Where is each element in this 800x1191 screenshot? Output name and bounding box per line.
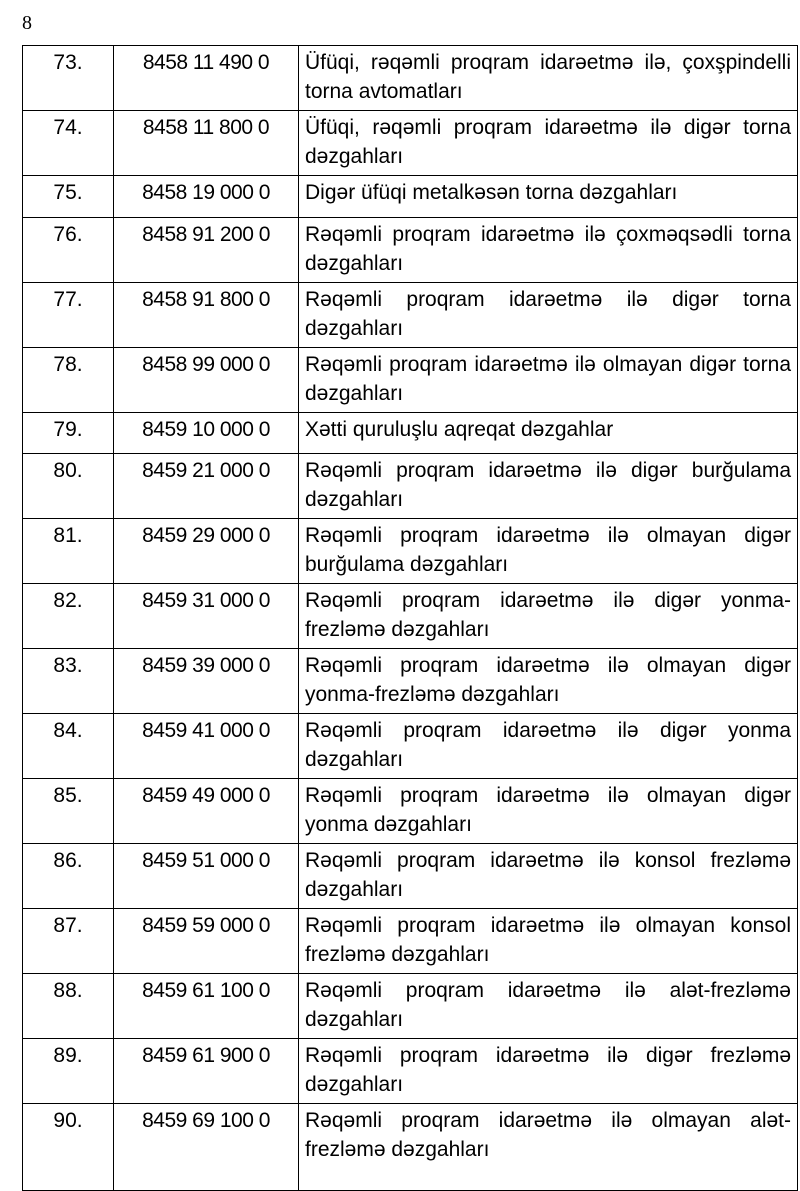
table-row: 80. 8459 21 000 0 Rəqəmli proqram idarəetm… (22, 453, 798, 519)
hs-code: 8459 51 000 0 (113, 843, 299, 909)
table-row: 85. 8459 49 000 0 Rəqəmli proqram idarəetm… (22, 778, 798, 844)
hs-code: 8458 99 000 0 (113, 347, 299, 413)
description: Rəqəmli proqram idarəetmə ilə digər frez… (298, 1038, 798, 1104)
hs-code: 8459 21 000 0 (113, 453, 299, 519)
row-number: 78. (22, 347, 114, 413)
row-number: 76. (22, 217, 114, 283)
table-row: 74. 8458 11 800 0 Üfüqi, rəqəmli proqram i… (22, 110, 798, 176)
hs-code: 8458 91 800 0 (113, 282, 299, 348)
hs-code: 8458 19 000 0 (113, 175, 299, 218)
hs-code: 8459 69 100 0 (113, 1103, 299, 1191)
table-row: 86. 8459 51 000 0 Rəqəmli proqram idarəetm… (22, 843, 798, 909)
table-row: 82. 8459 31 000 0 Rəqəmli proqram idarəetm… (22, 583, 798, 649)
hs-code: 8459 31 000 0 (113, 583, 299, 649)
description: Rəqəmli proqram idarəetmə ilə digər yonm… (298, 713, 798, 779)
table-row: 81. 8459 29 000 0 Rəqəmli proqram idarəetm… (22, 518, 798, 584)
hs-code: 8459 61 100 0 (113, 973, 299, 1039)
description: Rəqəmli proqram idarəetmə ilə digər yonm… (298, 583, 798, 649)
description: Rəqəmli proqram idarəetmə ilə olmayan di… (298, 778, 798, 844)
row-number: 88. (22, 973, 114, 1039)
table-row: 87. 8459 59 000 0 Rəqəmli proqram idarəetm… (22, 908, 798, 974)
row-number: 90. (22, 1103, 114, 1191)
hs-code: 8459 49 000 0 (113, 778, 299, 844)
row-number: 81. (22, 518, 114, 584)
row-number: 80. (22, 453, 114, 519)
hs-code: 8459 10 000 0 (113, 412, 299, 454)
row-number: 86. (22, 843, 114, 909)
hs-code: 8459 59 000 0 (113, 908, 299, 974)
row-number: 84. (22, 713, 114, 779)
page-number: 8 (22, 12, 32, 34)
description: Üfüqi, rəqəmli proqram idarəetmə ilə dig… (298, 110, 798, 176)
row-number: 75. (22, 175, 114, 218)
table-row: 88. 8459 61 100 0 Rəqəmli proqram idarəetm… (22, 973, 798, 1039)
description: Rəqəmli proqram idarəetmə ilə olmayan di… (298, 518, 798, 584)
description: Rəqəmli proqram idarəetmə ilə olmayan di… (298, 347, 798, 413)
table-row: 73. 8458 11 490 0 Üfüqi, rəqəmli proqram i… (22, 45, 798, 111)
description: Rəqəmli proqram idarəetmə ilə olmayan al… (298, 1103, 798, 1191)
table-row: 89. 8459 61 900 0 Rəqəmli proqram idarəetm… (22, 1038, 798, 1104)
table-row: 76. 8458 91 200 0 Rəqəmli proqram idarəetm… (22, 217, 798, 283)
row-number: 79. (22, 412, 114, 454)
hs-code: 8459 41 000 0 (113, 713, 299, 779)
row-number: 82. (22, 583, 114, 649)
row-number: 74. (22, 110, 114, 176)
hs-code: 8458 11 490 0 (113, 45, 299, 111)
row-number: 73. (22, 45, 114, 111)
description: Rəqəmli proqram idarəetmə ilə konsol fre… (298, 843, 798, 909)
table-row: 75. 8458 19 000 0 Digər üfüqi metalkəsən t… (22, 175, 798, 218)
row-number: 85. (22, 778, 114, 844)
description: Xətti quruluşlu aqreqat dəzgahlar (298, 412, 798, 454)
description: Üfüqi, rəqəmli proqram idarəetmə ilə, ço… (298, 45, 798, 111)
hs-code: 8459 61 900 0 (113, 1038, 299, 1104)
tariff-code-table: 73. 8458 11 490 0 Üfüqi, rəqəmli proqram i… (22, 45, 798, 1191)
row-number: 83. (22, 648, 114, 714)
description: Rəqəmli proqram idarəetmə ilə digər burğ… (298, 453, 798, 519)
table-row: 77. 8458 91 800 0 Rəqəmli proqram idarəetm… (22, 282, 798, 348)
description: Rəqəmli proqram idarəetmə ilə olmayan ko… (298, 908, 798, 974)
description: Rəqəmli proqram idarəetmə ilə çoxməqsədl… (298, 217, 798, 283)
row-number: 89. (22, 1038, 114, 1104)
description: Rəqəmli proqram idarəetmə ilə digər torn… (298, 282, 798, 348)
table-row: 90. 8459 69 100 0 Rəqəmli proqram idarəetm… (22, 1103, 798, 1191)
description: Rəqəmli proqram idarəetmə ilə alət-frezl… (298, 973, 798, 1039)
row-number: 87. (22, 908, 114, 974)
description: Rəqəmli proqram idarəetmə ilə olmayan di… (298, 648, 798, 714)
row-number: 77. (22, 282, 114, 348)
table-row: 79. 8459 10 000 0 Xətti quruluşlu aqreqat … (22, 412, 798, 454)
hs-code: 8458 91 200 0 (113, 217, 299, 283)
hs-code: 8459 29 000 0 (113, 518, 299, 584)
hs-code: 8459 39 000 0 (113, 648, 299, 714)
hs-code: 8458 11 800 0 (113, 110, 299, 176)
description: Digər üfüqi metalkəsən torna dəzgahları (298, 175, 798, 218)
table-row: 84. 8459 41 000 0 Rəqəmli proqram idarəetm… (22, 713, 798, 779)
table-row: 83. 8459 39 000 0 Rəqəmli proqram idarəetm… (22, 648, 798, 714)
table-row: 78. 8458 99 000 0 Rəqəmli proqram idarəetm… (22, 347, 798, 413)
